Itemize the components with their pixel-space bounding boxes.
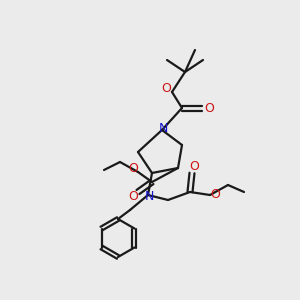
Text: O: O	[128, 190, 138, 202]
Text: O: O	[210, 188, 220, 200]
Text: O: O	[189, 160, 199, 173]
Text: O: O	[204, 101, 214, 115]
Text: O: O	[128, 163, 138, 176]
Text: N: N	[144, 190, 154, 202]
Text: N: N	[158, 122, 168, 136]
Text: O: O	[161, 82, 171, 95]
